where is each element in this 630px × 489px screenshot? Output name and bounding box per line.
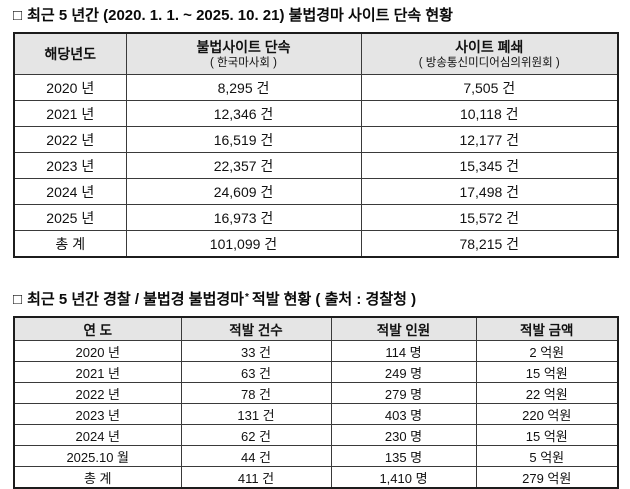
col-header-site-closure: 사이트 폐쇄 ( 방송통신미디어심의위원회 ) (360, 32, 619, 75)
section2-title: □ 최근 5 년간 경찰 / 불법경 불법경마* 적발 현황 ( 출처 : 경찰청 … (13, 291, 617, 309)
table-row: 2023 년 22,357 건 15,345 건 (13, 152, 619, 179)
col-header-site-closure-label: 사이트 폐쇄 (455, 38, 524, 55)
table-cell: 총 계 (13, 466, 182, 489)
square-bullet-icon: □ (13, 291, 23, 308)
table-row: 2021 년 12,346 건 10,118 건 (13, 100, 619, 127)
col-header-amount-label: 적발 금액 (520, 323, 574, 338)
table-row: 2024 년 62 건 230 명 15 억원 (13, 424, 619, 446)
table-cell: 5 억원 (475, 445, 619, 467)
table-cell: 230 명 (330, 424, 477, 446)
col-header-person-count: 적발 인원 (330, 316, 477, 341)
table-cell: 16,519 건 (125, 126, 362, 153)
table-cell: 44 건 (180, 445, 332, 467)
table-cell: 2025 년 (13, 204, 127, 231)
section2-title-suffix: 적발 현황 ( 출처 : 경찰청 ) (251, 291, 417, 308)
col-header-person-count-label: 적발 인원 (376, 323, 431, 338)
col-header-amount: 적발 금액 (475, 316, 619, 341)
table-cell: 2022 년 (13, 126, 127, 153)
table-cell: 15 억원 (475, 361, 619, 383)
table-cell: 2024 년 (13, 424, 182, 446)
table-cell: 62 건 (180, 424, 332, 446)
table-cell: 279 명 (330, 382, 477, 404)
table-cell: 78 건 (180, 382, 332, 404)
table-cell: 24,609 건 (125, 178, 362, 205)
table-row: 2020 년 8,295 건 7,505 건 (13, 74, 619, 101)
table-cell: 78,215 건 (360, 230, 619, 258)
table-cell: 101,099 건 (125, 230, 362, 258)
table-cell: 12,346 건 (125, 100, 362, 127)
col-header-site-closure-sub: ( 방송통신미디어심의위원회 ) (418, 56, 560, 69)
section1-title: □ 최근 5 년간 (2020. 1. 1. ~ 2025. 10. 21) 불법… (13, 7, 617, 25)
crackdown-table-header: 해당년도 불법사이트 단속 ( 한국마사회 ) 사이트 폐쇄 ( 방송통신미디어… (13, 32, 619, 75)
table-cell: 131 건 (180, 403, 332, 425)
section1-title-text: 최근 5 년간 (2020. 1. 1. ~ 2025. 10. 21) 불법경… (27, 7, 453, 24)
col-header-case-count-label: 적발 건수 (229, 323, 283, 338)
police-table-header: 연 도 적발 건수 적발 인원 적발 금액 (13, 316, 619, 341)
table-cell: 22 억원 (475, 382, 619, 404)
table-cell: 249 명 (330, 361, 477, 383)
table-cell: 8,295 건 (125, 74, 362, 101)
table-cell: 17,498 건 (360, 178, 619, 205)
table-cell: 22,357 건 (125, 152, 362, 179)
table-cell: 15 억원 (475, 424, 619, 446)
section-crackdown-status: □ 최근 5 년간 (2020. 1. 1. ~ 2025. 10. 21) 불법… (13, 7, 619, 258)
header-row: 연 도 적발 건수 적발 인원 적발 금액 (13, 316, 619, 341)
table-row: 2024 년 24,609 건 17,498 건 (13, 178, 619, 205)
table-cell: 10,118 건 (360, 100, 619, 127)
col-header-year-label: 해당년도 (44, 46, 97, 62)
table-cell: 2025.10 월 (13, 445, 182, 467)
table-cell: 411 건 (180, 466, 332, 489)
col-header-site-crackdown: 불법사이트 단속 ( 한국마사회 ) (125, 32, 362, 75)
square-bullet-icon: □ (13, 7, 23, 24)
table-cell: 33 건 (180, 340, 332, 362)
table-row: 총 계 411 건 1,410 명 279 억원 (13, 466, 619, 489)
section2-title-prefix: 최근 5 년간 경찰 / 불법경 불법경마 (27, 291, 244, 308)
table-cell: 2023 년 (13, 403, 182, 425)
crackdown-table: 해당년도 불법사이트 단속 ( 한국마사회 ) 사이트 폐쇄 ( 방송통신미디어… (13, 32, 619, 258)
table-cell: 279 억원 (475, 466, 619, 489)
table-cell: 2020 년 (13, 74, 127, 101)
table-cell: 15,345 건 (360, 152, 619, 179)
table-cell: 135 명 (330, 445, 477, 467)
table-row: 2021 년 63 건 249 명 15 억원 (13, 361, 619, 383)
col-header-site-crackdown-sub: ( 한국마사회 ) (210, 56, 277, 69)
table-cell: 2022 년 (13, 382, 182, 404)
table-row: 2025 년 16,973 건 15,572 건 (13, 204, 619, 231)
table-cell: 7,505 건 (360, 74, 619, 101)
section-police-enforcement: □ 최근 5 년간 경찰 / 불법경 불법경마* 적발 현황 ( 출처 : 경찰청 … (13, 291, 619, 489)
asterisk-superscript: * (244, 292, 249, 303)
table-row: 총 계 101,099 건 78,215 건 (13, 230, 619, 258)
table-cell: 12,177 건 (360, 126, 619, 153)
table-cell: 2024 년 (13, 178, 127, 205)
table-cell: 16,973 건 (125, 204, 362, 231)
table-cell: 총 계 (13, 230, 127, 258)
col-header-year-label: 연 도 (83, 323, 113, 338)
table-cell: 1,410 명 (330, 466, 477, 489)
table-cell: 2021 년 (13, 100, 127, 127)
table-row: 2023 년 131 건 403 명 220 억원 (13, 403, 619, 425)
col-header-case-count: 적발 건수 (180, 316, 332, 341)
table-row: 2022 년 78 건 279 명 22 억원 (13, 382, 619, 404)
col-header-site-crackdown-label: 불법사이트 단속 (196, 38, 291, 55)
table-cell: 2 억원 (475, 340, 619, 362)
table-cell: 15,572 건 (360, 204, 619, 231)
table-cell: 2021 년 (13, 361, 182, 383)
table-row: 2022 년 16,519 건 12,177 건 (13, 126, 619, 153)
header-row: 해당년도 불법사이트 단속 ( 한국마사회 ) 사이트 폐쇄 ( 방송통신미디어… (13, 32, 619, 75)
table-cell: 2020 년 (13, 340, 182, 362)
table-cell: 2023 년 (13, 152, 127, 179)
table-cell: 114 명 (330, 340, 477, 362)
col-header-year: 연 도 (13, 316, 182, 341)
table-cell: 220 억원 (475, 403, 619, 425)
crackdown-table-body: 2020 년 8,295 건 7,505 건 2021 년 12,346 건 10,118… (13, 74, 619, 258)
table-cell: 403 명 (330, 403, 477, 425)
table-cell: 63 건 (180, 361, 332, 383)
col-header-year: 해당년도 (13, 32, 127, 75)
